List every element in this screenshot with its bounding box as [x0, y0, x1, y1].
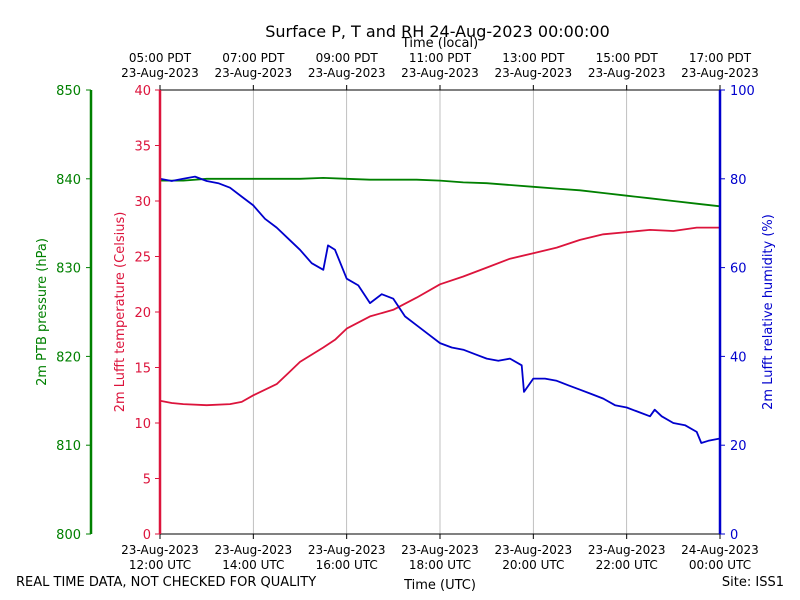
pressure-series-line — [160, 176, 721, 208]
x-tick-label-utc-time: 12:00 UTC — [129, 558, 191, 572]
temperature-tick-label: 10 — [134, 417, 151, 432]
temperature-tick-label: 30 — [134, 195, 151, 210]
x-tick-label-local-time: 05:00 PDT — [129, 51, 192, 65]
x-tick-label-local-time: 15:00 PDT — [596, 51, 659, 65]
pressure-tick-label: 850 — [56, 84, 81, 99]
x-tick-label-utc-date: 23-Aug-2023 — [401, 543, 479, 557]
x-tick-label-utc-date: 23-Aug-2023 — [215, 543, 293, 557]
x-tick-label-local-time: 13:00 PDT — [502, 51, 565, 65]
x-tick-label-utc-date: 23-Aug-2023 — [308, 543, 386, 557]
x-tick-label-local-date: 23-Aug-2023 — [401, 66, 479, 80]
x-tick-label-local-time: 09:00 PDT — [316, 51, 379, 65]
x-tick-label-local-time: 11:00 PDT — [409, 51, 472, 65]
temperature-tick-label: 5 — [143, 473, 151, 488]
humidity-tick-label: 60 — [730, 262, 747, 277]
pressure-axis-label: 2m PTB pressure (hPa) — [35, 238, 50, 386]
x-tick-label-local-date: 23-Aug-2023 — [681, 66, 759, 80]
grid-layer — [159, 90, 721, 534]
humidity-series-line — [159, 175, 721, 444]
x-axis-label-top: Time (local) — [401, 36, 478, 51]
x-tick-label-local-time: 17:00 PDT — [689, 51, 752, 65]
x-tick-label-local-date: 23-Aug-2023 — [588, 66, 666, 80]
x-tick-label-utc-time: 14:00 UTC — [222, 558, 284, 572]
chart-title: Surface P, T and RH 24-Aug-2023 00:00:00 — [265, 22, 610, 41]
x-tick-label-utc-time: 00:00 UTC — [689, 558, 751, 572]
pressure-tick-label: 830 — [56, 262, 81, 277]
temperature-axis-label: 2m Lufft temperature (Celsius) — [113, 212, 128, 413]
temperature-tick-label: 25 — [134, 251, 151, 266]
x-tick-label-utc-date: 23-Aug-2023 — [121, 543, 199, 557]
pressure-tick-label: 840 — [56, 173, 81, 188]
temperature-series-line — [159, 226, 720, 407]
x-tick-label-local-date: 23-Aug-2023 — [495, 66, 573, 80]
x-tick-label-utc-time: 16:00 UTC — [316, 558, 378, 572]
x-tick-label-utc-time: 22:00 UTC — [596, 558, 658, 572]
axes-layer — [86, 85, 725, 539]
x-tick-label-local-date: 23-Aug-2023 — [308, 66, 386, 80]
x-tick-label-utc-date: 23-Aug-2023 — [495, 543, 573, 557]
humidity-tick-label: 80 — [730, 173, 747, 188]
temperature-tick-label: 35 — [134, 140, 151, 155]
pressure-tick-label: 800 — [56, 528, 81, 543]
x-tick-label-utc-date: 24-Aug-2023 — [681, 543, 759, 557]
temperature-tick-label: 15 — [134, 362, 151, 377]
humidity-tick-label: 100 — [730, 84, 755, 99]
x-tick-label-local-time: 07:00 PDT — [222, 51, 285, 65]
site-label: Site: ISS1 — [721, 575, 784, 590]
humidity-tick-label: 0 — [730, 528, 738, 543]
quality-note: REAL TIME DATA, NOT CHECKED FOR QUALITY — [16, 575, 317, 590]
x-tick-label-local-date: 23-Aug-2023 — [121, 66, 199, 80]
temperature-tick-label: 40 — [134, 84, 151, 99]
humidity-tick-label: 40 — [730, 350, 747, 365]
pressure-tick-label: 810 — [56, 439, 81, 454]
x-tick-label-utc-time: 20:00 UTC — [502, 558, 564, 572]
series-layer — [159, 175, 721, 444]
temperature-tick-label: 0 — [143, 528, 151, 543]
x-tick-label-utc-date: 23-Aug-2023 — [588, 543, 666, 557]
x-tick-label-local-date: 23-Aug-2023 — [215, 66, 293, 80]
humidity-axis-label: 2m Lufft relative humidity (%) — [761, 214, 776, 410]
pressure-tick-label: 820 — [56, 350, 81, 365]
temperature-tick-label: 20 — [134, 306, 151, 321]
humidity-tick-label: 20 — [730, 439, 747, 454]
x-axis-label-bottom: Time (UTC) — [403, 578, 476, 593]
x-tick-label-utc-time: 18:00 UTC — [409, 558, 471, 572]
